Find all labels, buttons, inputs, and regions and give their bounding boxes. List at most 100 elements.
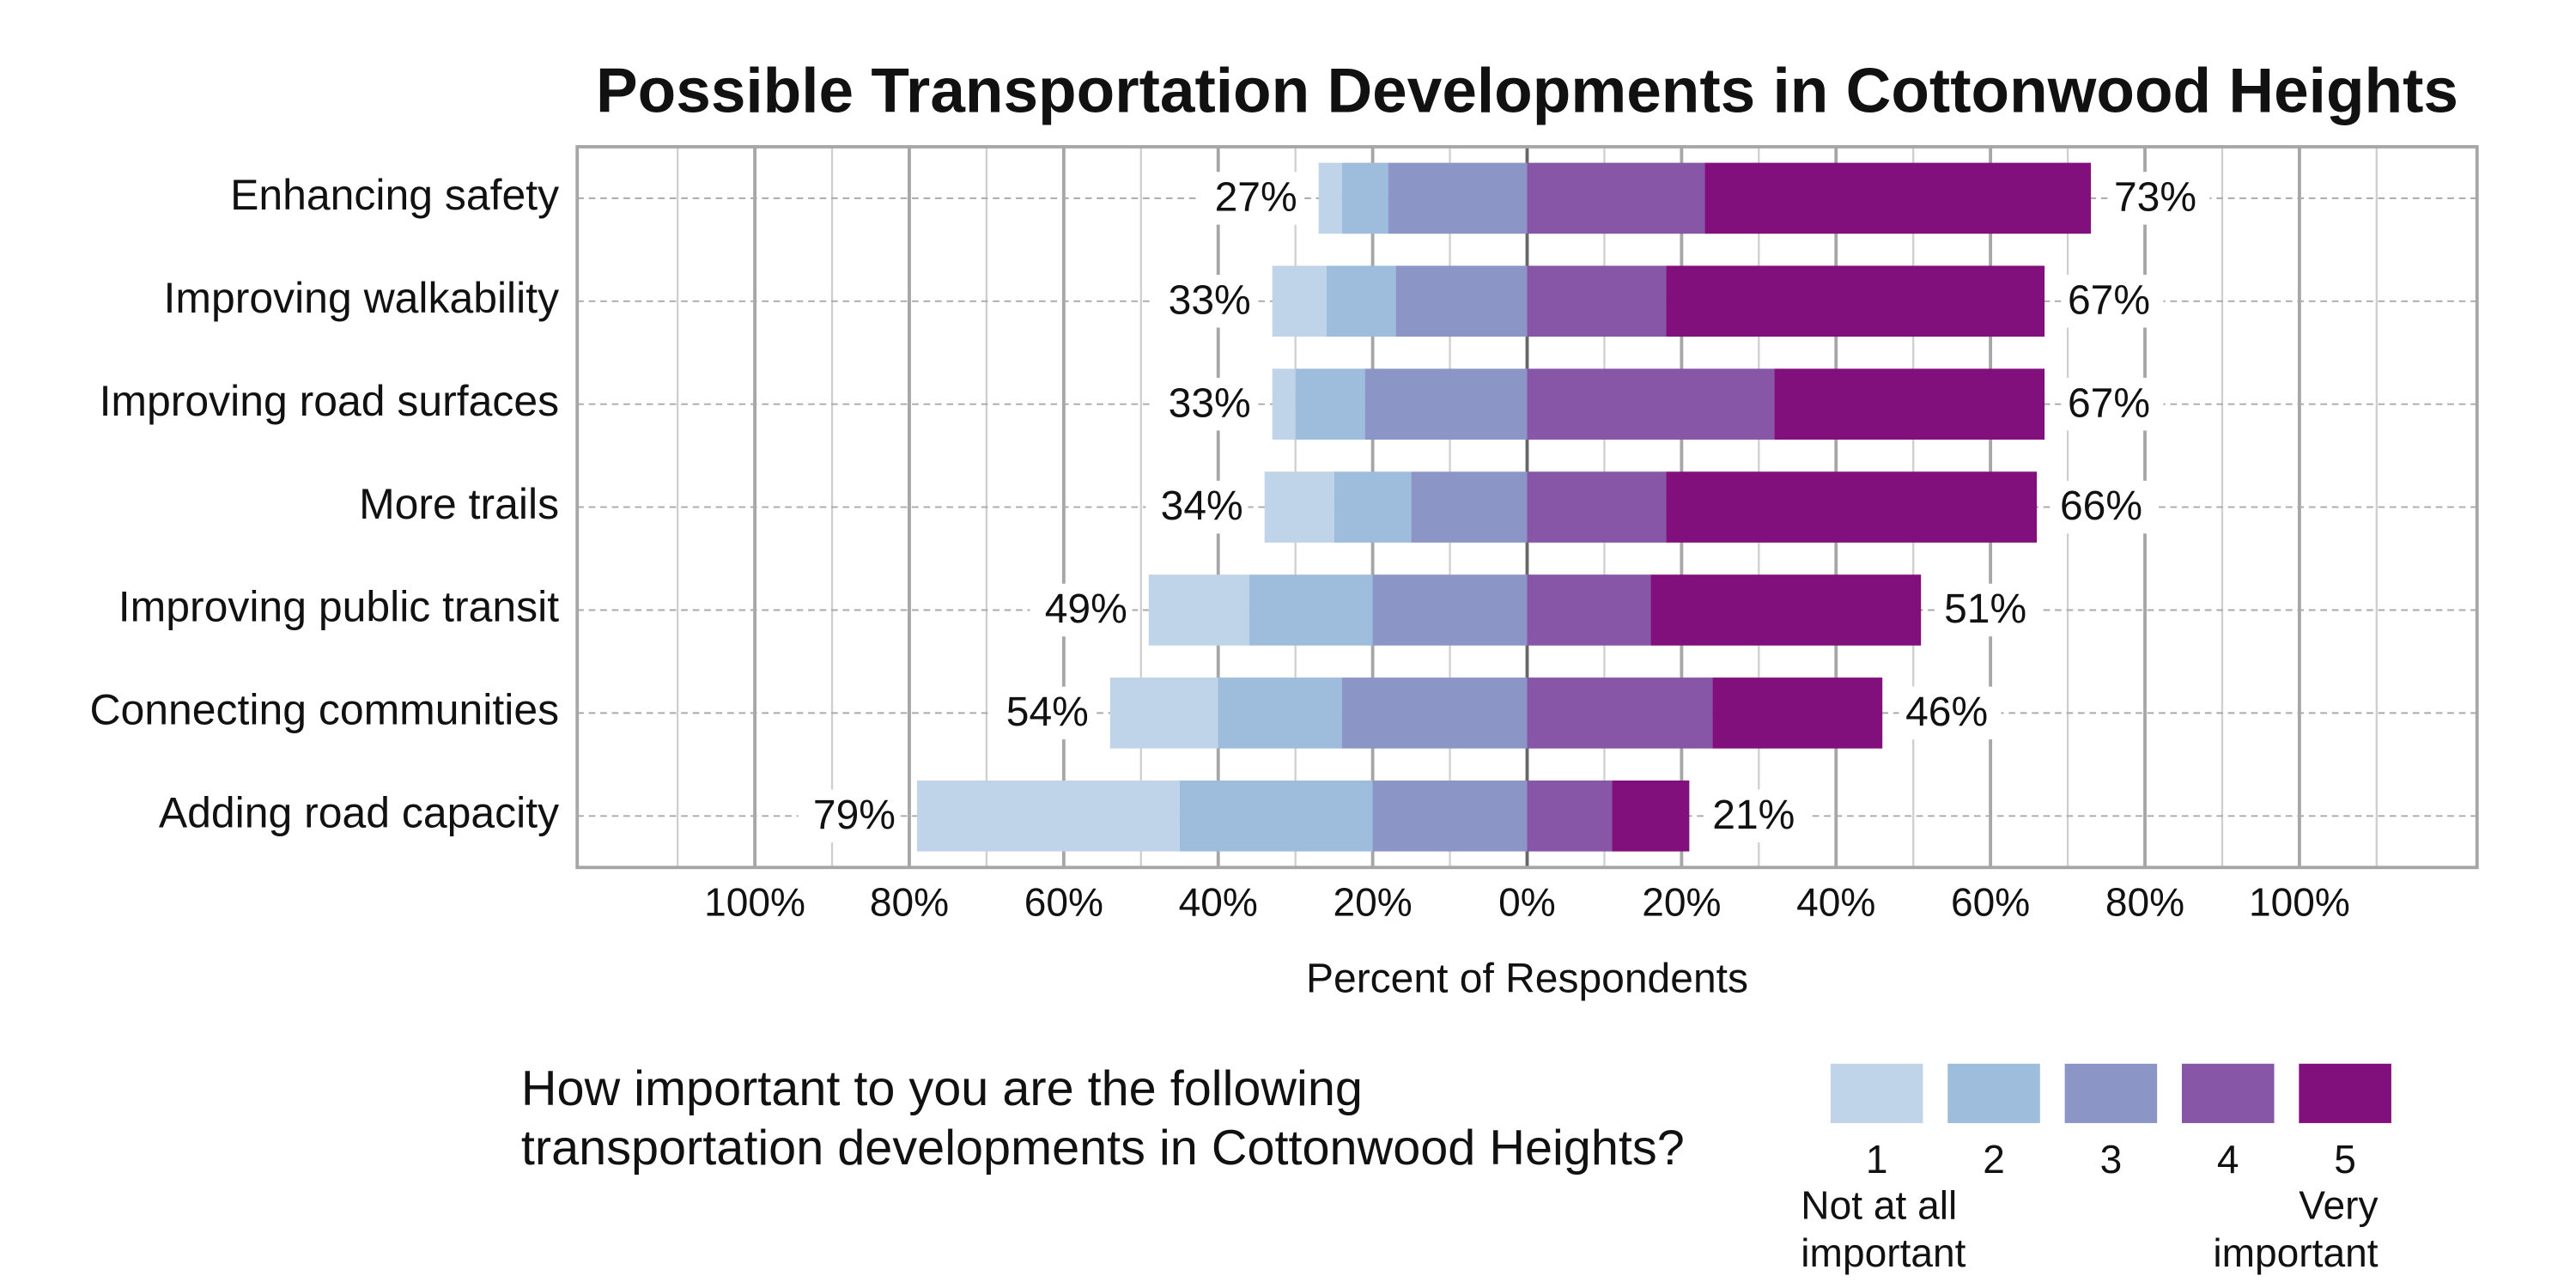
label-backing [1145, 480, 1249, 534]
x-tick-label: 40% [1796, 880, 1875, 925]
legend-label: 5 [2334, 1137, 2356, 1182]
label-backing [1705, 789, 1808, 843]
label-backing [2061, 275, 2164, 328]
bar-segment [1527, 265, 1667, 337]
y-tick-label: Connecting communities [89, 686, 559, 734]
y-tick-label: Improving walkability [164, 274, 560, 322]
bar-segment [1109, 677, 1218, 749]
plot-frame [575, 145, 2479, 870]
label-backing [2053, 480, 2156, 534]
x-tick-label: 80% [2105, 880, 2184, 925]
x-tick-label: 20% [1642, 880, 1721, 925]
bar-segment [1527, 368, 1775, 440]
legend-low-label: Not at all important [1801, 1184, 1966, 1277]
total-label: 34% [1161, 483, 1243, 529]
legend-label: 4 [2217, 1137, 2239, 1182]
y-tick-label: Enhancing safety [230, 171, 559, 219]
bar-segment [1341, 162, 1388, 234]
x-tick-label: 80% [870, 880, 949, 925]
total-label: 33% [1169, 380, 1251, 426]
x-tick-label: 100% [2249, 880, 2350, 925]
label-backing [991, 686, 1094, 740]
total-label: 79% [813, 793, 896, 838]
bar-segment [916, 780, 1180, 852]
bar-segment [1411, 471, 1528, 543]
total-label: 27% [1215, 174, 1297, 220]
bar-segment [1704, 162, 2092, 234]
bar-segment [1318, 162, 1342, 234]
bar-segment [1148, 574, 1249, 646]
bar-segment [1650, 574, 1922, 646]
x-tick-label: 60% [1951, 880, 2030, 925]
label-backing [2107, 172, 2210, 225]
total-label: 49% [1045, 586, 1127, 632]
bar-segment [1527, 574, 1651, 646]
label-backing [1937, 583, 2040, 637]
label-backing [1899, 686, 2002, 740]
bar-segment [1527, 677, 1713, 749]
total-label: 67% [2068, 277, 2150, 323]
label-backing [798, 789, 901, 843]
bar-segment [1527, 471, 1667, 543]
legend-label: 2 [1983, 1137, 2005, 1182]
legend-swatch [2181, 1063, 2275, 1123]
x-axis-title: Percent of Respondents [1306, 956, 1748, 1001]
y-tick-label: More trails [359, 480, 559, 528]
bar-segment [1272, 368, 1296, 440]
bar-segment [1272, 265, 1327, 337]
legend-swatch [1830, 1063, 1923, 1123]
legend-label: 3 [2100, 1137, 2123, 1182]
legend-high-label: Very important [2213, 1184, 2379, 1277]
bar-segment [1666, 471, 2038, 543]
bar-segment [1612, 780, 1690, 852]
label-backing [1153, 275, 1256, 328]
legend-title: How important to you are the following t… [520, 1061, 1685, 1176]
legend-swatch [2064, 1063, 2158, 1123]
total-label: 33% [1169, 277, 1251, 323]
label-backing [2061, 377, 2164, 431]
x-tick-label: 100% [704, 880, 805, 925]
x-tick-label: 20% [1333, 880, 1412, 925]
total-label: 66% [2060, 483, 2142, 529]
legend-title-box: How important to you are the following t… [520, 1061, 1685, 1176]
label-backing [1030, 583, 1133, 637]
bar-segment [1179, 780, 1373, 852]
label-backing [1153, 377, 1256, 431]
bar-segment [1326, 265, 1396, 337]
legend-swatch [1947, 1063, 2040, 1123]
bar-segment [1218, 677, 1342, 749]
bar-segment [1372, 574, 1528, 646]
total-label: 67% [2068, 380, 2150, 426]
bar-segment [1341, 677, 1528, 749]
y-tick-label: Adding road capacity [159, 788, 559, 836]
bar-segment [1364, 368, 1528, 440]
bar-segment [1372, 780, 1528, 852]
y-tick-label: Improving road surfaces [100, 377, 560, 425]
y-tick-label: Improving public transit [118, 583, 559, 631]
total-label: 54% [1006, 690, 1089, 735]
bar-segment [1249, 574, 1373, 646]
label-backing [1200, 172, 1303, 225]
total-label: 21% [1712, 793, 1795, 838]
bar-segment [1527, 162, 1705, 234]
total-label: 51% [1944, 586, 2026, 632]
x-tick-label: 0% [1498, 880, 1556, 925]
chart-title: Possible Transportation Developments in … [596, 57, 2458, 126]
bar-segment [1295, 368, 1365, 440]
legend-low-label-box: Not at all important [1801, 1184, 1966, 1277]
x-tick-label: 60% [1024, 880, 1103, 925]
bar-segment [1264, 471, 1334, 543]
legend-label: 1 [1866, 1137, 1888, 1182]
bar-segment [1712, 677, 1883, 749]
bar-segment [1334, 471, 1412, 543]
bar-segment [1527, 780, 1613, 852]
legend-high-label-box: Very important [2213, 1184, 2379, 1277]
bar-segment [1774, 368, 2045, 440]
legend-swatch [2299, 1063, 2391, 1123]
x-tick-label: 40% [1179, 880, 1258, 925]
total-label: 46% [1905, 690, 1988, 735]
bar-segment [1666, 265, 2045, 337]
